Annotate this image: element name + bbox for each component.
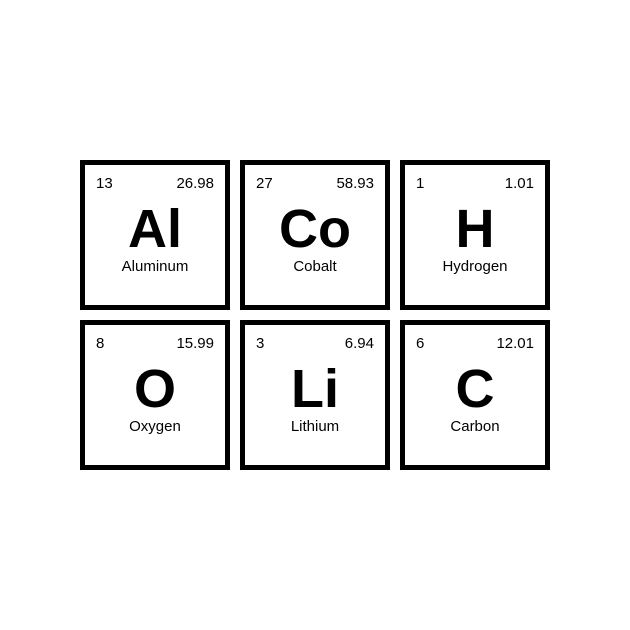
atomic-mass: 58.93: [336, 175, 374, 192]
atomic-mass: 1.01: [505, 175, 534, 192]
tile-top-row: 6 12.01: [405, 335, 545, 352]
atomic-number: 13: [96, 175, 113, 192]
atomic-mass: 15.99: [176, 335, 214, 352]
atomic-number: 6: [416, 335, 424, 352]
element-name: Cobalt: [293, 258, 336, 275]
tile-top-row: 8 15.99: [85, 335, 225, 352]
atomic-number: 3: [256, 335, 264, 352]
atomic-number: 8: [96, 335, 104, 352]
element-symbol: Li: [291, 362, 339, 416]
atomic-mass: 26.98: [176, 175, 214, 192]
tile-top-row: 1 1.01: [405, 175, 545, 192]
element-name: Aluminum: [122, 258, 189, 275]
element-tile: 1 1.01 H Hydrogen: [400, 160, 550, 310]
element-tile: 3 6.94 Li Lithium: [240, 320, 390, 470]
atomic-number: 27: [256, 175, 273, 192]
tile-top-row: 13 26.98: [85, 175, 225, 192]
atomic-number: 1: [416, 175, 424, 192]
element-name: Oxygen: [129, 418, 181, 435]
element-symbol: O: [134, 362, 176, 416]
element-symbol: Al: [128, 202, 182, 256]
element-tile: 13 26.98 Al Aluminum: [80, 160, 230, 310]
element-name: Carbon: [450, 418, 499, 435]
element-tile: 27 58.93 Co Cobalt: [240, 160, 390, 310]
tile-top-row: 27 58.93: [245, 175, 385, 192]
atomic-mass: 12.01: [496, 335, 534, 352]
tile-top-row: 3 6.94: [245, 335, 385, 352]
atomic-mass: 6.94: [345, 335, 374, 352]
element-tile: 8 15.99 O Oxygen: [80, 320, 230, 470]
periodic-grid: 13 26.98 Al Aluminum 27 58.93 Co Cobalt …: [80, 160, 550, 470]
element-symbol: C: [456, 362, 495, 416]
element-symbol: H: [456, 202, 495, 256]
element-symbol: Co: [279, 202, 351, 256]
stage: 13 26.98 Al Aluminum 27 58.93 Co Cobalt …: [0, 0, 630, 630]
element-tile: 6 12.01 C Carbon: [400, 320, 550, 470]
element-name: Lithium: [291, 418, 339, 435]
element-name: Hydrogen: [442, 258, 507, 275]
